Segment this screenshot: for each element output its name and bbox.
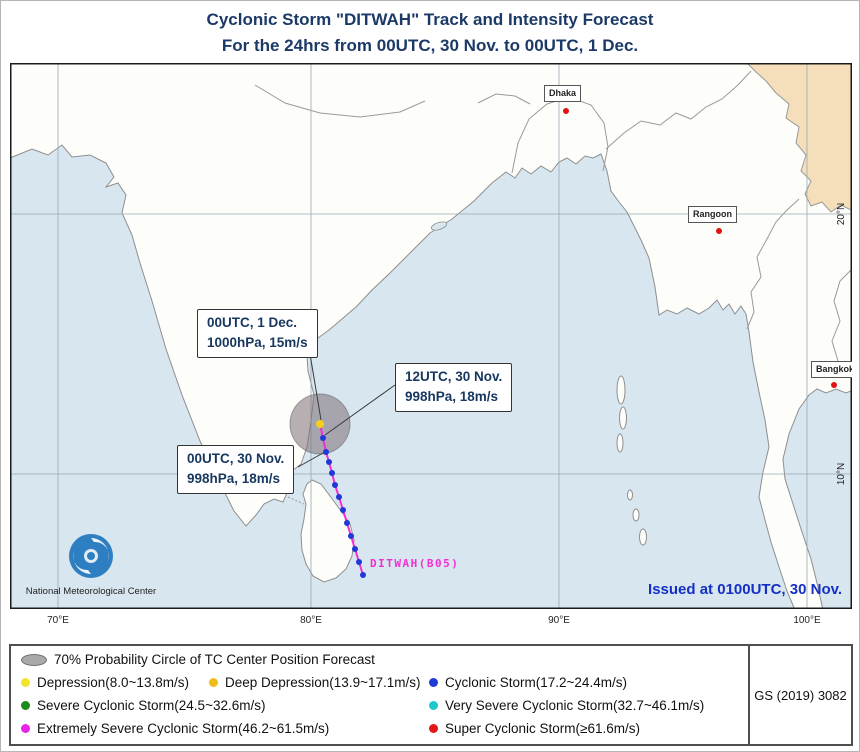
legend-marker-icon (429, 678, 438, 687)
forecast-annotation-1: 12UTC, 30 Nov. 998hPa, 18m/s (395, 363, 513, 412)
legend-item: Super Cyclonic Storm(≥61.6m/s) (429, 721, 640, 736)
legend-marker-icon (429, 701, 438, 710)
lat-axis-label: 10°N (836, 463, 847, 485)
city-dot-rangoon (716, 228, 722, 234)
track-position-dot (356, 559, 362, 565)
track-position-dot (323, 449, 329, 455)
legend-item-label: Severe Cyclonic Storm(24.5~32.6m/s) (37, 698, 266, 713)
legend-probability-item: 70% Probability Circle of TC Center Posi… (21, 652, 375, 667)
forecast-map: 70°E 80°E 90°E 100°E 20°N 10°N DITWAH(B05) Dha… (10, 63, 852, 629)
legend-item: Deep Depression(13.9~17.1m/s) (209, 675, 420, 690)
forecast-annotation-2: 00UTC, 30 Nov. 998hPa, 18m/s (177, 445, 295, 494)
storm-name-label: DITWAH(B05) (370, 557, 459, 570)
annotation-leader-line (297, 452, 324, 468)
track-position-dot (320, 435, 326, 441)
lon-axis-label: 90°E (548, 615, 570, 626)
legend-probability-label: 70% Probability Circle of TC Center Posi… (54, 652, 375, 667)
nmc-logo-icon (69, 534, 113, 578)
gs-number-cell: GS (2019) 3082 (748, 646, 851, 744)
track-layer: 70°E 80°E 90°E 100°E 20°N 10°N DITWAH(B05) (47, 203, 847, 626)
annotation-leader-line (324, 384, 396, 436)
city-label-bangkok: Bangkok (811, 361, 852, 378)
legend-item-label: Cyclonic Storm(17.2~24.4m/s) (445, 675, 627, 690)
track-position-dot (340, 507, 346, 513)
legend: 70% Probability Circle of TC Center Posi… (9, 644, 853, 746)
legend-marker-icon (21, 701, 30, 710)
annotation-time: 00UTC, 30 Nov. (187, 451, 285, 466)
track-position-dot (344, 520, 350, 526)
probability-circle-icon (21, 653, 47, 666)
track-position-dot (360, 572, 366, 578)
lon-axis-label: 100°E (793, 615, 821, 626)
track-position-dot (326, 459, 332, 465)
lon-axis-label: 80°E (300, 615, 322, 626)
legend-item: Severe Cyclonic Storm(24.5~32.6m/s) (21, 698, 265, 713)
annotation-time: 12UTC, 30 Nov. (405, 369, 503, 384)
agency-name: National Meteorological Center (25, 586, 157, 597)
track-position-dot (336, 494, 342, 500)
legend-marker-icon (21, 724, 30, 733)
legend-marker-icon (429, 724, 438, 733)
forecast-center-dot (316, 420, 324, 428)
annotation-time: 00UTC, 1 Dec. (207, 315, 298, 330)
city-dot-dhaka (563, 108, 569, 114)
forecast-annotation-0: 00UTC, 1 Dec. 1000hPa, 15m/s (197, 309, 318, 358)
track-position-dot (329, 470, 335, 476)
title-line1: Cyclonic Storm "DITWAH" Track and Intens… (206, 10, 654, 29)
legend-item-label: Super Cyclonic Storm(≥61.6m/s) (445, 721, 640, 736)
legend-item: Cyclonic Storm(17.2~24.4m/s) (429, 675, 627, 690)
map-overlay: Dhaka Rangoon Bangkok 00UTC, 1 Dec. 1000hPa,… (10, 63, 852, 629)
legend-item: Extremely Severe Cyclonic Storm(46.2~61.… (21, 721, 329, 736)
china-region (747, 64, 851, 213)
track-position-dot (352, 546, 358, 552)
legend-item: Very Severe Cyclonic Storm(32.7~46.1m/s) (429, 698, 704, 713)
annotation-leader-line (309, 353, 322, 421)
map-border (10, 63, 852, 609)
lon-axis-label: 70°E (47, 615, 69, 626)
page-title: Cyclonic Storm "DITWAH" Track and Intens… (1, 7, 859, 60)
city-label-rangoon: Rangoon (688, 206, 737, 223)
issued-timestamp: Issued at 0100UTC, 30 Nov. (648, 581, 842, 598)
legend-marker-icon (209, 678, 218, 687)
annotation-intensity: 998hPa, 18m/s (405, 389, 499, 405)
andaman-nicobar-islands (616, 375, 647, 546)
legend-item-label: Depression(8.0~13.8m/s) (37, 675, 189, 690)
annotation-intensity: 998hPa, 18m/s (187, 471, 281, 487)
legend-item: Depression(8.0~13.8m/s) (21, 675, 189, 690)
legend-item-label: Very Severe Cyclonic Storm(32.7~46.1m/s) (445, 698, 705, 713)
legend-item-label: Deep Depression(13.9~17.1m/s) (225, 675, 421, 690)
legend-item-label: Extremely Severe Cyclonic Storm(46.2~61.… (37, 721, 330, 736)
agency-block: National Meteorological Center (22, 533, 160, 597)
track-position-dot (332, 482, 338, 488)
track-position-dot (348, 533, 354, 539)
lat-axis-label: 20°N (836, 203, 847, 225)
city-label-dhaka: Dhaka (544, 85, 582, 102)
legend-marker-icon (21, 678, 30, 687)
gs-number: GS (2019) 3082 (754, 687, 847, 703)
title-line2: For the 24hrs from 00UTC, 30 Nov. to 00U… (221, 36, 639, 56)
city-dot-bangkok (831, 382, 837, 388)
coastal-lake (430, 221, 448, 231)
annotation-intensity: 1000hPa, 15m/s (207, 335, 308, 351)
